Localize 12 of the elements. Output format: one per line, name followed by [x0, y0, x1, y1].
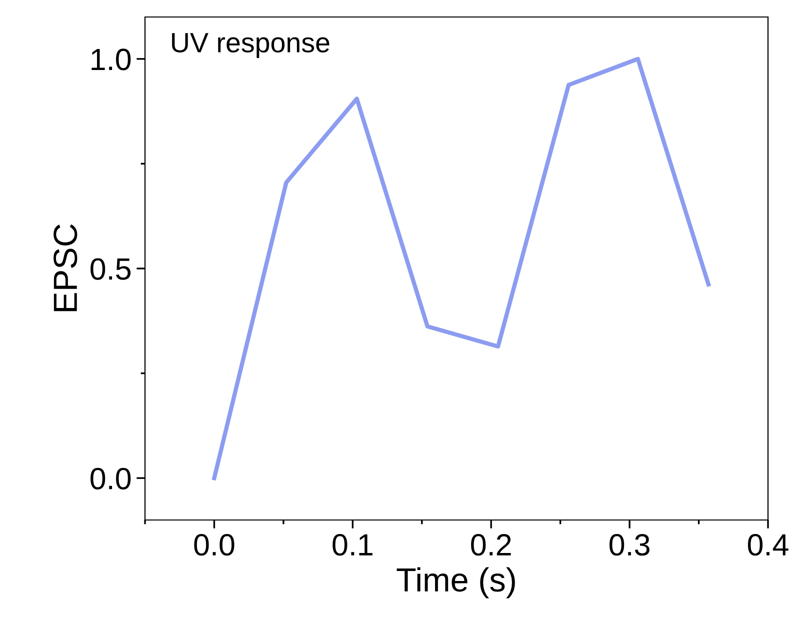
y-tick-label: 1.0 [92, 48, 131, 70]
x-tick-label: 0.2 [471, 534, 511, 556]
line-series [212, 56, 711, 480]
x-tick-label: 0.3 [610, 534, 650, 556]
y-tick-label: 0.0 [90, 468, 131, 490]
x-tick-label: 0.4 [748, 534, 788, 556]
x-tick-label: 0.1 [332, 534, 372, 556]
y-axis-title: EPSC [54, 224, 78, 312]
y-tick-label: 0.5 [90, 258, 131, 280]
x-tick-label: 0.0 [194, 534, 234, 556]
annotation: UV response [172, 33, 330, 58]
x-axis-title: Time (s) [396, 567, 515, 598]
